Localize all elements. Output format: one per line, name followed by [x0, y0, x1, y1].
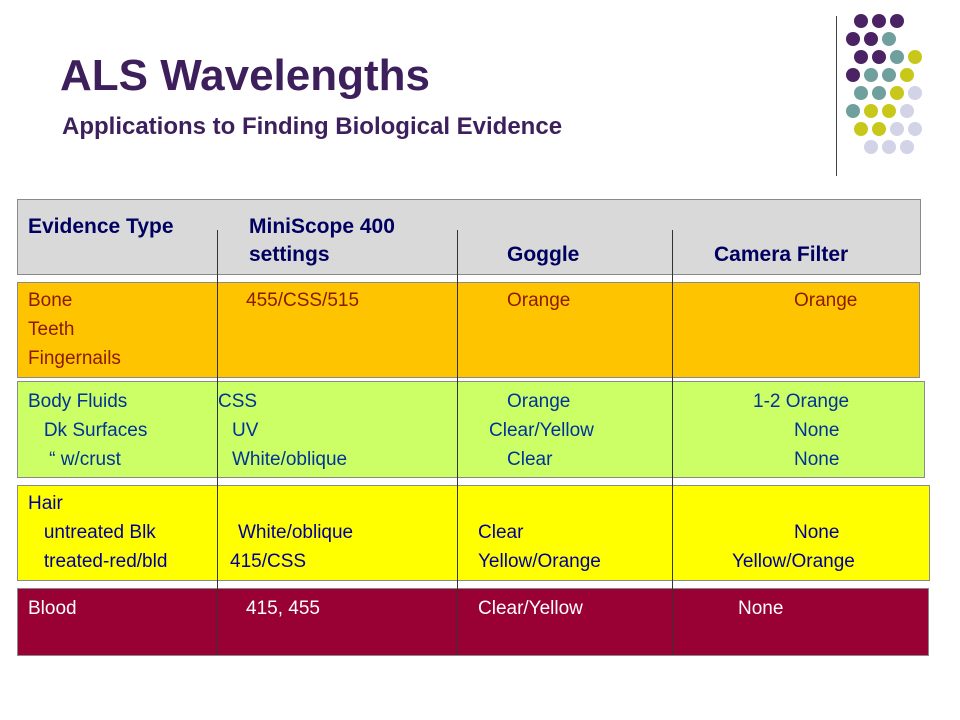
decorative-dot: [890, 122, 904, 136]
slide-title: ALS Wavelengths: [60, 51, 430, 100]
hair-setting-sub2: 415/CSS: [230, 551, 307, 572]
header-goggle: Goggle: [507, 243, 580, 266]
hair-filter-sub2: Yellow/Orange: [732, 551, 855, 572]
decorative-dot-grid: [846, 14, 946, 164]
blood-goggle: Clear/Yellow: [478, 598, 583, 619]
decorative-dot: [900, 104, 914, 118]
decorative-dot: [872, 50, 886, 64]
blood-filter: None: [738, 598, 784, 619]
fluids-setting-uv: UV: [232, 420, 259, 441]
bone-goggle: Orange: [507, 290, 571, 311]
decorative-dot: [882, 104, 896, 118]
header-settings: settings: [249, 243, 330, 266]
decorative-dot: [908, 86, 922, 100]
bone-row-band: [17, 282, 920, 378]
label-dk-surfaces: Dk Surfaces: [28, 420, 148, 441]
label-w-crust: “ w/crust: [28, 449, 121, 470]
decorative-dot: [854, 50, 868, 64]
decorative-dot: [864, 32, 878, 46]
decorative-dot: [846, 104, 860, 118]
hair-goggle-sub1: Clear: [478, 522, 524, 543]
decorative-dot: [854, 14, 868, 28]
decorative-dot: [890, 14, 904, 28]
column-separator: [457, 230, 458, 655]
decorative-dot: [882, 32, 896, 46]
label-treated-red-bld: treated-red/bld: [28, 551, 168, 572]
label-teeth: Teeth: [28, 319, 75, 340]
hair-setting-sub1: White/oblique: [238, 522, 354, 543]
bone-setting: 455/CSS/515: [246, 290, 360, 311]
decorative-dot: [872, 14, 886, 28]
header-evidence-type: Evidence Type: [28, 215, 174, 238]
fluids-filter-sub1: None: [794, 420, 840, 441]
header-camera-filter: Camera Filter: [714, 243, 849, 266]
label-body-fluids: Body Fluids: [28, 391, 128, 412]
decorative-dot: [846, 68, 860, 82]
fluids-setting-white-oblique: White/oblique: [232, 449, 348, 470]
decorative-dot: [890, 50, 904, 64]
fluids-goggle-main: Orange: [507, 391, 571, 412]
decorative-dot: [900, 140, 914, 154]
fluids-setting-css: CSS: [218, 391, 258, 412]
hair-row-band: [17, 485, 930, 581]
decorative-dot: [882, 68, 896, 82]
header-miniscope: MiniScope 400: [249, 215, 395, 238]
decorative-dot: [882, 140, 896, 154]
bone-filter: Orange: [794, 290, 858, 311]
hair-goggle-sub2: Yellow/Orange: [478, 551, 601, 572]
decorative-dot: [846, 32, 860, 46]
decorative-dot: [872, 86, 886, 100]
decorative-dot: [864, 68, 878, 82]
label-blood: Blood: [28, 598, 77, 619]
label-fingernails: Fingernails: [28, 348, 121, 369]
decorative-dot: [854, 122, 868, 136]
label-hair: Hair: [28, 493, 63, 514]
fluids-filter-sub2: None: [794, 449, 840, 470]
fluids-goggle-sub1: Clear/Yellow: [489, 420, 594, 441]
decorative-dot: [908, 50, 922, 64]
blood-row-band: [17, 588, 929, 656]
decorative-dot: [872, 122, 886, 136]
fluids-goggle-sub2: Clear: [507, 449, 553, 470]
hair-filter-sub1: None: [794, 522, 840, 543]
column-separator: [672, 230, 673, 655]
decorative-divider-line: [836, 16, 837, 176]
blood-setting: 415, 455: [246, 598, 320, 619]
decorative-dot: [854, 86, 868, 100]
decorative-dot: [864, 104, 878, 118]
table-header-band: [17, 199, 921, 275]
fluids-filter-main: 1-2 Orange: [753, 391, 850, 412]
decorative-dot: [890, 86, 904, 100]
body-fluids-row-band: [17, 381, 925, 478]
decorative-dot: [908, 122, 922, 136]
column-separator: [217, 230, 218, 655]
decorative-dot: [864, 140, 878, 154]
label-bone: Bone: [28, 290, 73, 311]
slide-subtitle: Applications to Finding Biological Evide…: [62, 113, 563, 140]
decorative-dot: [900, 68, 914, 82]
label-untreated-blk: untreated Blk: [28, 522, 156, 543]
